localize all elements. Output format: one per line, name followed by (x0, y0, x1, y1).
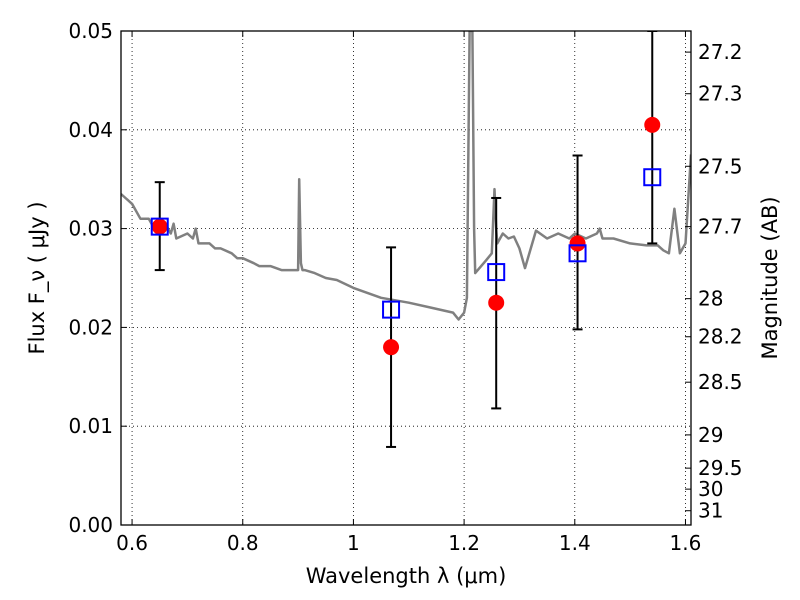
mag-tick-label: 28.2 (698, 325, 743, 349)
y-tick-label: 0.03 (68, 217, 113, 241)
mag-tick-label: 27.3 (698, 82, 743, 106)
observed-point (150, 217, 169, 236)
mag-tick-label: 29 (698, 423, 723, 447)
mag-tick-label: 27.2 (698, 40, 743, 64)
mag-tick-label: 27.5 (698, 154, 743, 178)
model-point (383, 339, 400, 356)
y-tick-label: 0.01 (68, 414, 113, 438)
mag-tick-label: 28 (698, 287, 723, 311)
model-spectrum-line (121, 31, 691, 321)
y-tick-label: 0.05 (68, 19, 113, 43)
y-tick-label: 0.02 (68, 315, 113, 339)
x-tick-label: 0.6 (116, 531, 148, 555)
grid-lines (121, 30, 691, 526)
y2-axis-label: Magnitude (AB) (758, 196, 782, 359)
tick-labels: 0.6 0.8 1 1.2 1.4 1.6 0.00 0.01 0.02 0.03 0.04 0.05… (68, 19, 742, 555)
mag-tick-label: 29.5 (698, 456, 743, 480)
data-layer (121, 31, 691, 448)
mag-tick-label: 28.5 (698, 370, 743, 394)
observed-point (487, 263, 506, 282)
y-tick-label: 0.04 (68, 118, 113, 142)
model-point (644, 116, 661, 133)
observed-point (382, 300, 401, 319)
mag-tick-label: 30 (698, 477, 723, 501)
model-point (488, 294, 505, 311)
y-axis-label: Flux F_ν ( μJy ) (25, 201, 50, 354)
observed-point (568, 244, 587, 263)
mag-tick-label: 27.7 (698, 215, 743, 239)
x-tick-label: 1.6 (670, 531, 702, 555)
plot-frame (120, 30, 692, 526)
model-point (569, 235, 586, 252)
x-tick-label: 1.4 (559, 531, 591, 555)
model-point (151, 218, 168, 235)
x-tick-label: 1 (347, 531, 360, 555)
x-tick-label: 0.8 (227, 531, 259, 555)
x-tick-label: 1.2 (448, 531, 480, 555)
x-axis-label: Wavelength λ (μm) (306, 564, 507, 588)
y-tick-label: 0.00 (68, 513, 113, 537)
axis-ticks (121, 30, 691, 526)
mag-tick-label: 31 (698, 499, 723, 523)
observed-point (643, 168, 662, 187)
